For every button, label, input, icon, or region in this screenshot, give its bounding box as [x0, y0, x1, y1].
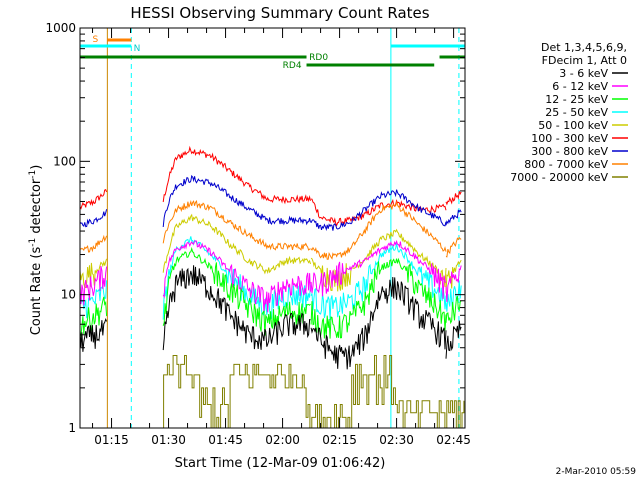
- flag-label-rd4: RD4: [283, 61, 302, 71]
- y-axis-label: Count Rate (s-1 detector-1): [28, 165, 44, 336]
- legend-item-label: 25 - 50 keV: [545, 106, 608, 119]
- series-6-12keV-segment-0: [79, 265, 108, 306]
- x-tick-label: 02:00: [265, 433, 300, 447]
- series-3-6keV-segment-3: [445, 320, 462, 359]
- legend-header-line-1: Det 1,3,4,5,6,9,: [541, 41, 627, 54]
- y-tick-label: 1: [68, 421, 76, 435]
- legend-item-label: 300 - 800 keV: [531, 145, 608, 158]
- series-100-300keV-segment-0: [79, 189, 108, 210]
- series-800-7000keV-segment-1: [162, 199, 311, 251]
- legend-item-label: 800 - 7000 keV: [524, 158, 608, 171]
- series-50-100keV-segment-2: [310, 228, 447, 292]
- series-100-300keV-segment-3: [445, 191, 462, 206]
- series-800-7000keV-segment-3: [445, 236, 462, 258]
- series-6-12keV-segment-3: [445, 265, 462, 303]
- y-tick-label: 10: [61, 288, 76, 302]
- x-tick-label: 02:30: [379, 433, 414, 447]
- x-tick-label: 02:15: [322, 433, 357, 447]
- legend-item-label: 7000 - 20000 keV: [510, 171, 608, 184]
- legend-item-label: 50 - 100 keV: [538, 119, 608, 132]
- legend-item-label: 6 - 12 keV: [552, 80, 608, 93]
- flag-label-s: S: [93, 35, 99, 45]
- axes: 1 10 100 1000 01:15 01:30 01:45 02:00 02:15 02:30…: [45, 21, 470, 447]
- series-7000-20000kev: [80, 355, 465, 429]
- series-50-100keV-segment-3: [445, 259, 462, 294]
- series-3-6keV-segment-1: [162, 265, 311, 351]
- legend-item-label: 100 - 300 keV: [531, 132, 608, 145]
- plot-area: N S RD0 RD4: [79, 28, 465, 429]
- series-300-800keV-segment-3: [445, 209, 462, 226]
- plot-frame: [79, 27, 466, 429]
- chart-title: HESSI Observing Summary Count Rates: [130, 4, 429, 22]
- x-tick-label: 01:30: [151, 433, 186, 447]
- legend-header-line-2: FDecim 1, Att 0: [542, 54, 627, 67]
- x-tick-label: 01:45: [208, 433, 243, 447]
- legend-item-label: 3 - 6 keV: [559, 67, 608, 80]
- x-tick-label: 01:15: [94, 433, 129, 447]
- flag-label-rd0: RD0: [309, 53, 328, 63]
- series-3-6keV-segment-0: [79, 318, 108, 352]
- series-50-100keV-segment-1: [162, 213, 311, 275]
- series-12-25keV-segment-3: [445, 295, 462, 325]
- series-12-25keV-segment-2: [310, 257, 447, 339]
- legend: Det 1,3,4,5,6,9, FDecim 1, Att 0 3 - 6 k…: [510, 41, 628, 184]
- series-25-50keV-segment-1: [162, 236, 311, 320]
- series-800-7000keV-segment-2: [310, 200, 447, 260]
- x-axis-label: Start Time (12-Mar-09 01:06:42): [175, 456, 386, 471]
- series-3-6keV-segment-2: [310, 276, 447, 370]
- series-800-7000keV-segment-0: [79, 234, 108, 253]
- x-tick-label: 02:45: [436, 433, 471, 447]
- y-tick-label: 100: [53, 154, 76, 168]
- series-6-12keV-segment-2: [310, 239, 447, 299]
- series-12-25keV-segment-0: [79, 296, 108, 338]
- series-300-800keV-segment-1: [162, 174, 311, 228]
- series-6-12keV-segment-1: [162, 240, 311, 313]
- footer-timestamp: 2-Mar-2010 05:59: [556, 467, 637, 477]
- series-300-800keV-segment-0: [79, 209, 108, 228]
- series-12-25keV-segment-1: [162, 246, 311, 336]
- legend-item-label: 12 - 25 keV: [545, 93, 608, 106]
- series-300-800keV-segment-2: [310, 189, 447, 232]
- series-100-300keV-segment-1: [162, 145, 311, 205]
- flag-label-n: N: [134, 44, 141, 54]
- y-tick-label: 1000: [45, 21, 76, 35]
- series-25-50keV-segment-3: [445, 281, 462, 312]
- series-25-50keV-segment-0: [79, 280, 108, 319]
